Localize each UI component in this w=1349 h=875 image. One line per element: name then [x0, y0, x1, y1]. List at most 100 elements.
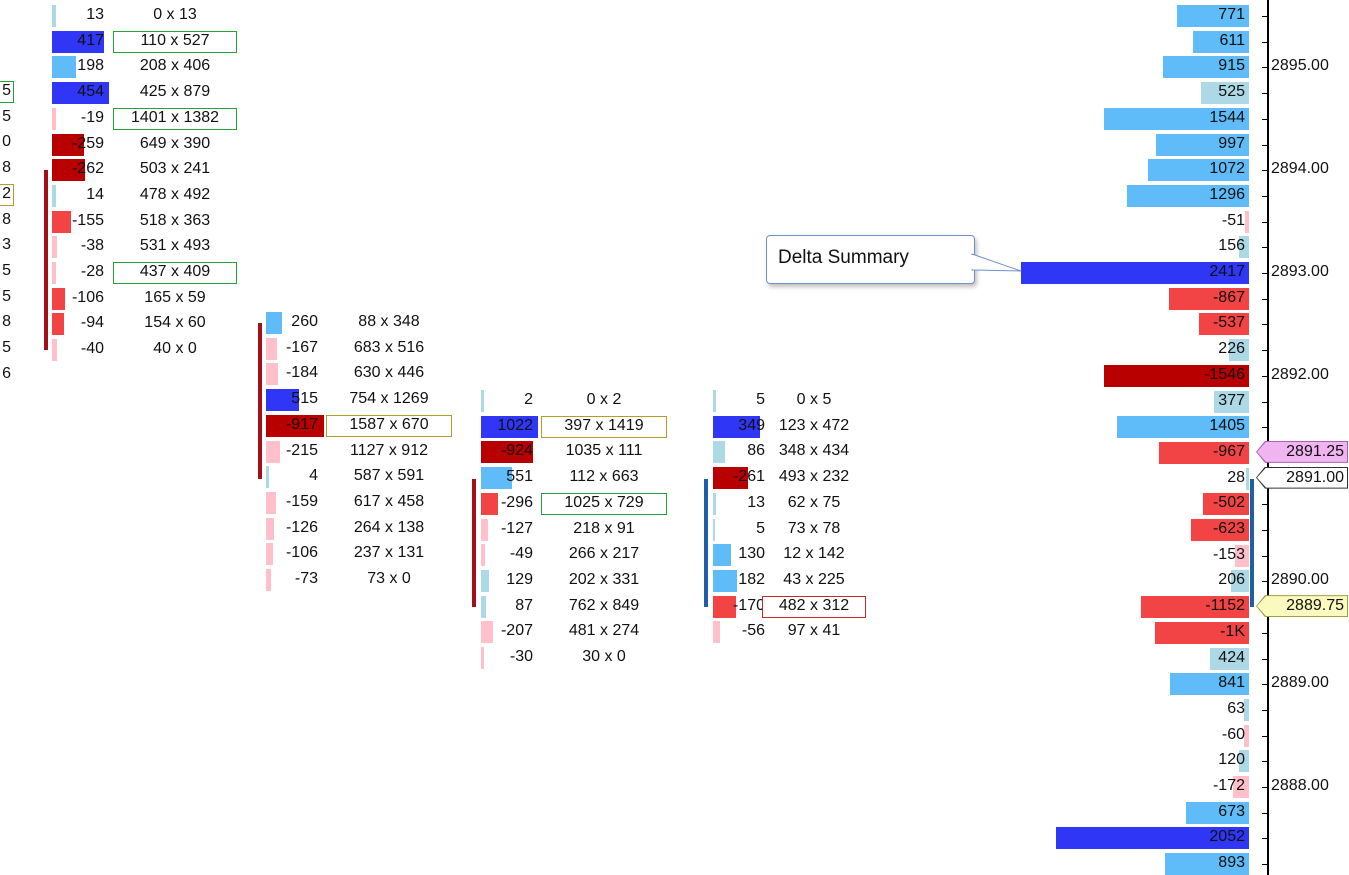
- delta-bar: [52, 313, 64, 336]
- delta-bar: [52, 5, 56, 27]
- delta-value: 4: [309, 467, 318, 485]
- delta-value: 13: [86, 6, 104, 23]
- edge-value: 5: [2, 287, 11, 305]
- bid-ask-value: 587 x 591: [353, 467, 425, 485]
- bid-ask-value: 1127 x 912: [350, 441, 428, 459]
- price-marker: 2891.00: [1256, 466, 1348, 489]
- delta-value: -106: [285, 544, 318, 562]
- summary-value-area-line: [1250, 479, 1254, 607]
- bid-ask-value: 165 x 59: [144, 288, 206, 306]
- edge-value: 5: [2, 107, 11, 125]
- delta-value: -127: [500, 519, 533, 537]
- delta-summary-callout: Delta Summary: [766, 235, 1022, 284]
- bid-ask-value: 531 x 493: [139, 237, 211, 255]
- value-area-line: [44, 170, 48, 350]
- summary-delta: 771: [1218, 6, 1245, 23]
- summary-delta: 1296: [1209, 185, 1245, 203]
- delta-bar: [266, 337, 277, 360]
- summary-delta: 206: [1218, 571, 1245, 589]
- axis-tick: [1262, 812, 1268, 814]
- delta-bar: [52, 159, 85, 182]
- delta-value: 182: [738, 570, 765, 588]
- summary-bar: [1163, 56, 1249, 79]
- highlight-box: [113, 30, 237, 53]
- bid-ask-value: 97 x 41: [787, 622, 841, 640]
- axis-tick: [1262, 632, 1268, 634]
- delta-bar: [266, 543, 273, 566]
- bid-ask-value: 264 x 138: [353, 518, 425, 536]
- bid-ask-value: 73 x 0: [367, 570, 411, 587]
- summary-delta: 2052: [1209, 828, 1245, 846]
- edge-box: [0, 183, 14, 206]
- summary-bar: [1201, 82, 1249, 105]
- delta-bar: [713, 621, 720, 644]
- axis-tick: [1262, 118, 1268, 120]
- summary-bar: [1104, 364, 1249, 387]
- delta-value: -19: [80, 108, 104, 126]
- summary-delta: -537: [1212, 314, 1245, 332]
- delta-bar: [481, 467, 512, 490]
- summary-delta: 28: [1227, 468, 1245, 486]
- axis-tick: [1262, 658, 1268, 660]
- summary-bar: [1210, 647, 1249, 670]
- delta-value: 2: [524, 391, 533, 408]
- bid-ask-value: 1035 x 111: [565, 442, 643, 460]
- bid-ask-value: 40 x 0: [153, 340, 197, 358]
- price-axis-line: [1267, 0, 1269, 875]
- price-label: 2890.00: [1271, 571, 1329, 589]
- axis-tick: [1262, 401, 1268, 403]
- highlight-box: [762, 595, 866, 618]
- bid-ask-value: 30 x 0: [582, 648, 626, 665]
- value-area-line: [258, 323, 262, 479]
- summary-delta: 1405: [1209, 417, 1245, 435]
- summary-delta: -60: [1221, 725, 1245, 743]
- axis-tick: [1262, 247, 1268, 249]
- bid-ask-value: 683 x 516: [353, 338, 425, 356]
- bid-ask-value: 237 x 131: [353, 544, 425, 562]
- bid-ask-value: 397 x 1419: [564, 416, 644, 434]
- bid-ask-value: 0 x 13: [153, 6, 197, 23]
- bid-ask-value: 112 x 663: [569, 468, 639, 486]
- summary-bar: [1104, 107, 1249, 130]
- bid-ask-value: 482 x 312: [778, 596, 850, 614]
- edge-value: 0: [2, 133, 11, 151]
- delta-bar: [52, 30, 104, 53]
- axis-tick: [1262, 581, 1268, 583]
- axis-tick: [1262, 709, 1268, 711]
- bid-ask-value: 425 x 879: [139, 83, 211, 101]
- summary-bar: [1203, 493, 1249, 516]
- delta-value: -159: [285, 492, 318, 510]
- summary-bar: [1214, 390, 1249, 413]
- summary-delta: -51: [1221, 211, 1245, 229]
- delta-value: -28: [80, 263, 104, 280]
- summary-bar: [1177, 5, 1249, 27]
- delta-bar: [52, 184, 56, 207]
- summary-bar: [1165, 853, 1249, 875]
- delta-bar: [481, 415, 538, 438]
- summary-bar: [1155, 621, 1249, 644]
- summary-delta: 893: [1218, 854, 1245, 872]
- callout-tail: [971, 253, 1022, 272]
- axis-tick: [1262, 41, 1268, 43]
- bid-ask-value: 208 x 406: [139, 57, 211, 75]
- delta-value: 5: [756, 391, 765, 408]
- bid-ask-value: 762 x 849: [568, 596, 640, 614]
- bid-ask-value: 493 x 232: [778, 468, 850, 486]
- summary-bar: [1233, 776, 1249, 798]
- delta-value: -917: [285, 415, 318, 433]
- delta-bar: [713, 492, 716, 515]
- summary-delta: 841: [1218, 674, 1245, 692]
- edge-value: 5: [2, 261, 11, 279]
- summary-delta: 120: [1218, 751, 1245, 769]
- delta-bar: [266, 569, 271, 591]
- summary-delta: 63: [1227, 699, 1245, 717]
- bid-ask-value: 110 x 527: [140, 31, 210, 49]
- summary-bar: [1170, 673, 1249, 696]
- highlight-box: [541, 415, 667, 438]
- delta-value: -155: [71, 211, 104, 229]
- summary-bar: [1239, 236, 1249, 259]
- bid-ask-value: 43 x 225: [783, 570, 845, 588]
- bid-ask-value: 437 x 409: [139, 263, 211, 280]
- delta-bar: [266, 312, 282, 334]
